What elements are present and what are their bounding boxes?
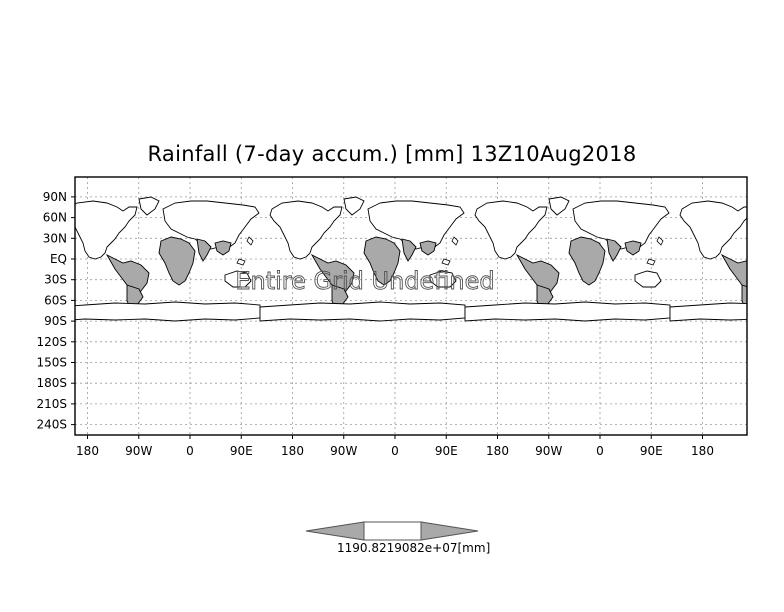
x-tick-label: 90W [330, 444, 357, 458]
map-area: Entire Grid Undefined [75, 177, 747, 435]
y-tick-label: 60N [43, 211, 67, 225]
x-tick-label: 90W [535, 444, 562, 458]
y-tick-label: 180S [36, 376, 67, 390]
x-tick-label: 0 [596, 444, 604, 458]
x-tick-label: 90E [435, 444, 458, 458]
x-tick-label: 180 [76, 444, 99, 458]
y-tick-label: 90S [44, 314, 67, 328]
x-tick-label: 90E [230, 444, 253, 458]
y-tick-label: EQ [50, 252, 67, 266]
x-tick-label: 90W [125, 444, 152, 458]
x-tick-label: 0 [391, 444, 399, 458]
x-tick-label: 180 [486, 444, 509, 458]
x-tick-label: 90E [640, 444, 663, 458]
colorbar-right-triangle [420, 521, 479, 541]
colorbar: 1190.8219082e+07[mm] [305, 521, 490, 555]
x-axis: 180 90W 0 90E 180 90W 0 90E 180 90W 0 90E 180 [76, 435, 714, 458]
colorbar-label: 1190.8219082e+07[mm] [337, 541, 490, 555]
y-tick-label: 90N [43, 190, 67, 204]
y-tick-label: 150S [36, 356, 67, 370]
y-tick-label: 60S [44, 293, 67, 307]
y-tick-label: 210S [36, 397, 67, 411]
x-tick-label: 180 [281, 444, 304, 458]
overlay-text: Entire Grid Undefined [235, 267, 494, 295]
y-tick-label: 30S [44, 273, 67, 287]
x-tick-label: 180 [691, 444, 714, 458]
y-tick-label: 30N [43, 231, 67, 245]
x-tick-label: 0 [186, 444, 194, 458]
map-frame [74, 176, 748, 436]
map-title: Rainfall (7-day accum.) [mm] 13Z10Aug201… [147, 142, 637, 166]
y-axis: 90N 60N 30N EQ 30S 60S 90S 120S 150S 180S 210S 240S [36, 190, 75, 432]
y-tick-label: 120S [36, 335, 67, 349]
colorbar-middle-box [363, 521, 422, 541]
y-tick-label: 240S [36, 418, 67, 432]
colorbar-left-triangle [305, 521, 365, 541]
gridlines [75, 177, 747, 435]
